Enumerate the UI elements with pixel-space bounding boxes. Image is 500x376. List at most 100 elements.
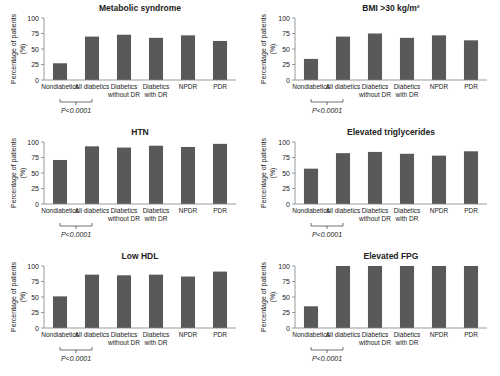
bar xyxy=(400,266,414,328)
tick xyxy=(41,312,44,313)
title: HTN xyxy=(131,127,148,137)
y-axis xyxy=(44,142,45,204)
tick xyxy=(292,312,295,313)
bar xyxy=(464,151,478,204)
bar xyxy=(400,154,414,204)
category-label: PDR xyxy=(213,207,227,214)
category-label: Diabeticswith DR xyxy=(394,331,421,346)
tick xyxy=(292,142,295,143)
tick xyxy=(292,157,295,158)
axis-label: Percentage of patients(%) xyxy=(260,13,277,84)
bar xyxy=(432,156,446,204)
x-axis xyxy=(44,328,236,329)
category-label: Diabeticswith DR xyxy=(394,207,421,222)
tick-label: 0 xyxy=(35,201,39,208)
bar xyxy=(149,146,163,204)
category-label: All diabetics xyxy=(75,83,110,90)
bar xyxy=(149,38,163,80)
tick-label: 25 xyxy=(282,309,290,316)
bar xyxy=(53,63,67,80)
bar xyxy=(85,275,99,328)
x-axis xyxy=(295,328,487,329)
category-label: NPDR xyxy=(179,331,198,338)
y-axis xyxy=(295,266,296,328)
tick-label: 75 xyxy=(282,30,290,37)
bracket xyxy=(76,226,77,229)
bar xyxy=(181,277,195,328)
bar xyxy=(85,37,99,80)
bar xyxy=(53,296,67,328)
category-label: NPDR xyxy=(430,83,449,90)
tick xyxy=(41,188,44,189)
category-label: PDR xyxy=(464,331,478,338)
bar xyxy=(432,35,446,80)
axis-label: Percentage of patients(%) xyxy=(260,137,277,208)
bar xyxy=(336,37,350,80)
category-label: All diabetics xyxy=(75,331,110,338)
bar xyxy=(368,34,382,81)
axis-label: Percentage of patients(%) xyxy=(260,261,277,332)
category-label: NPDR xyxy=(179,207,198,214)
axis-label: Percentage of patients(%) xyxy=(10,261,27,332)
tick xyxy=(292,49,295,50)
tick-label: 25 xyxy=(282,185,290,192)
bar xyxy=(464,266,478,328)
title: Elevated FPG xyxy=(364,251,419,261)
title: Elevated triglycerides xyxy=(347,127,435,137)
bracket xyxy=(60,223,92,226)
tick-label: 100 xyxy=(27,139,39,146)
bar xyxy=(304,169,318,204)
category-label: Diabeticswith DR xyxy=(394,83,421,98)
category-label: Diabeticswith DR xyxy=(143,331,170,346)
tick-label: 75 xyxy=(282,154,290,161)
x-axis xyxy=(44,80,236,81)
tick xyxy=(292,64,295,65)
bracket xyxy=(311,223,343,226)
tick xyxy=(292,80,295,81)
tick xyxy=(292,297,295,298)
bar xyxy=(464,40,478,80)
tick-label: 50 xyxy=(282,46,290,53)
tick xyxy=(41,64,44,65)
figure: Metabolic syndrome Percentage of patients… xyxy=(0,0,500,376)
bracket xyxy=(327,102,328,105)
category-label: NPDR xyxy=(430,331,449,338)
category-label: Diabeticswithout DR xyxy=(107,83,140,98)
annotation: P<0.0001 xyxy=(312,355,342,362)
tick xyxy=(41,204,44,205)
bracket xyxy=(327,350,328,353)
bars xyxy=(304,151,478,204)
bars xyxy=(53,272,227,328)
title: Metabolic syndrome xyxy=(99,3,181,13)
bars xyxy=(53,35,227,80)
bar xyxy=(336,266,350,328)
bars xyxy=(53,144,227,204)
annotation: P<0.0001 xyxy=(61,355,91,362)
tick xyxy=(292,188,295,189)
panel: Elevated FPGPercentage of patients(%)025… xyxy=(260,251,487,362)
bar xyxy=(400,38,414,80)
annotation: P<0.0001 xyxy=(312,231,342,238)
x-axis xyxy=(295,204,487,205)
category-label: Diabeticswithout DR xyxy=(358,331,391,346)
tick-label: 75 xyxy=(31,278,39,285)
category-label: Diabeticswith DR xyxy=(143,207,170,222)
category-label: All diabetics xyxy=(75,207,110,214)
bar xyxy=(149,275,163,328)
bar xyxy=(181,35,195,80)
x-axis xyxy=(295,80,487,81)
tick-label: 0 xyxy=(35,325,39,332)
tick-label: 50 xyxy=(31,46,39,53)
category-label: PDR xyxy=(213,83,227,90)
axis-label: Percentage of patients(%) xyxy=(10,137,27,208)
panel: BMI >30 kg/m²Percentage of patients(%)02… xyxy=(260,3,487,114)
tick-label: 50 xyxy=(282,170,290,177)
bracket xyxy=(60,99,92,102)
bar xyxy=(213,272,227,328)
panel: HTNPercentage of patients(%)0255075100No… xyxy=(10,127,236,238)
y-axis xyxy=(44,266,45,328)
bar xyxy=(368,152,382,204)
y-axis xyxy=(295,18,296,80)
x-axis xyxy=(44,204,236,205)
bracket xyxy=(311,99,343,102)
